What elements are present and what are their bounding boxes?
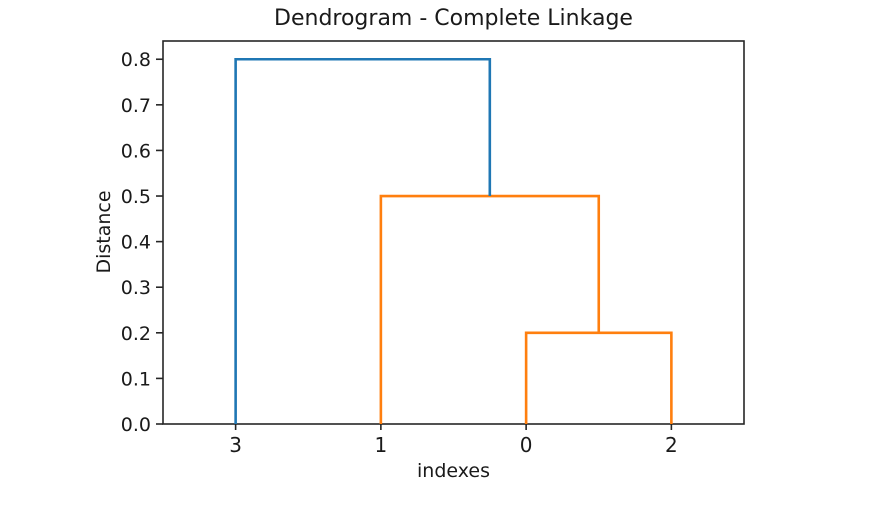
leaf-label: 2 [665,433,678,457]
y-tick-label: 0.2 [121,323,151,345]
dendrogram-link [379,194,601,424]
y-tick-label: 0.8 [121,49,151,71]
dendrogram-link [524,331,673,424]
y-tick-label: 0.6 [121,140,151,162]
y-tick-label: 0.7 [121,95,151,117]
chart-title: Dendrogram - Complete Linkage [274,6,633,31]
y-tick-label: 0.0 [121,414,151,436]
leaf-label: 1 [375,433,388,457]
dendrogram-link [234,57,492,424]
leaf-label: 3 [229,433,242,457]
y-axis-label: Distance [93,190,115,274]
x-axis-label: indexes [417,460,490,482]
y-tick-label: 0.1 [121,368,151,390]
leaf-label: 0 [520,433,533,457]
y-tick-label: 0.3 [121,277,151,299]
y-tick-label: 0.5 [121,186,151,208]
y-tick-label: 0.4 [121,232,151,254]
plot-area-border [162,40,745,425]
